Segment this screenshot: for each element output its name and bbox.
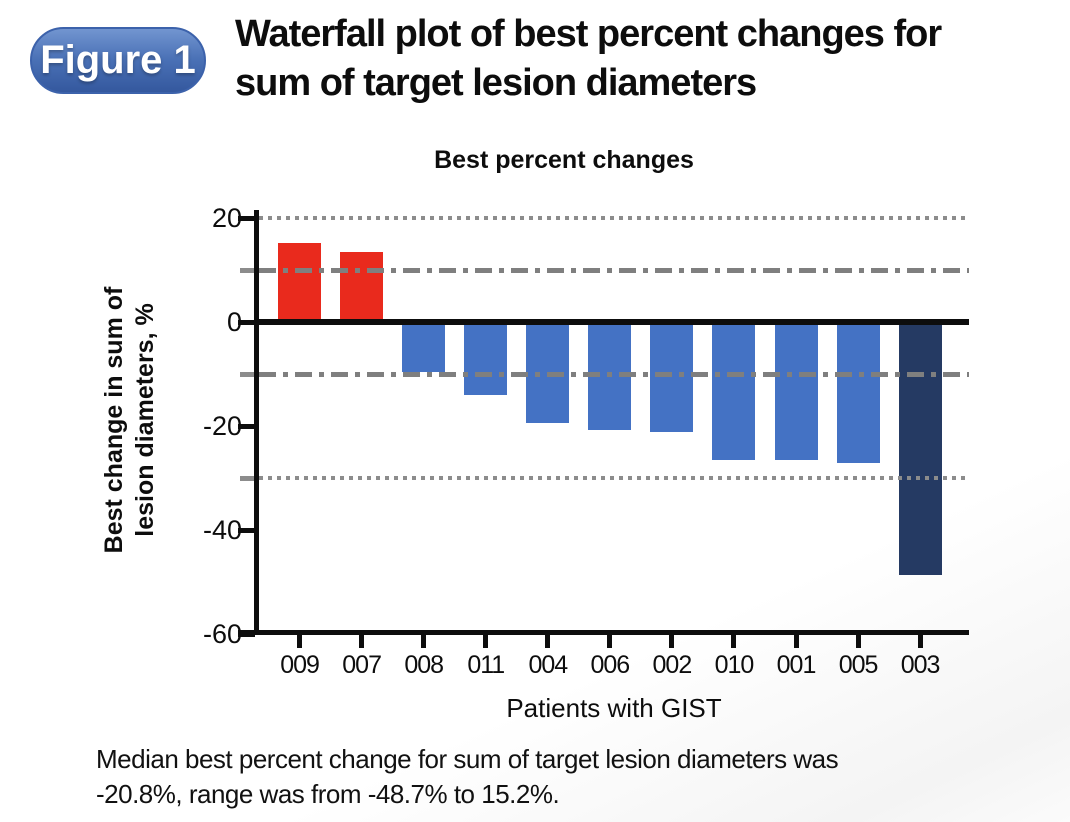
y-axis-line bbox=[254, 210, 259, 635]
x-axis-baseline bbox=[238, 630, 969, 635]
x-axis-title: Patients with GIST bbox=[506, 693, 722, 723]
bar-005 bbox=[836, 322, 880, 464]
x-tick-005 bbox=[855, 635, 861, 648]
x-tick-006 bbox=[607, 635, 613, 648]
bar-008 bbox=[402, 322, 446, 373]
y-tick--60 bbox=[238, 631, 255, 637]
y-tick-label-0: 0 bbox=[226, 307, 242, 337]
x-tick-008 bbox=[421, 635, 427, 648]
x-tick-011 bbox=[483, 635, 489, 648]
y-tick-20 bbox=[238, 215, 255, 221]
x-tick-001 bbox=[793, 635, 799, 648]
figure-badge: Figure 1 bbox=[30, 27, 206, 94]
x-tick-label-008: 008 bbox=[404, 651, 444, 679]
x-tick-label-007: 007 bbox=[342, 651, 382, 679]
ref-line-solid-0 bbox=[259, 319, 969, 325]
y-minor-tick--30 bbox=[240, 475, 254, 481]
x-tick-label-006: 006 bbox=[590, 651, 630, 679]
ref-line-dashdot--10 bbox=[259, 371, 969, 377]
caption-line-2: -20.8%, range was from -48.7% to 15.2%. bbox=[96, 779, 560, 809]
y-tick--40 bbox=[238, 527, 255, 533]
figure-caption: Median best percent change for sum of ta… bbox=[96, 742, 1026, 812]
y-minor-tick--10 bbox=[240, 371, 254, 377]
figure-title: Waterfall plot of best percent changes f… bbox=[235, 10, 1065, 108]
waterfall-plot-area: 009 007 008 011 004 006 002 010 001 005 003 20 0 -20 -… bbox=[203, 203, 969, 679]
x-tick-010 bbox=[731, 635, 737, 648]
bar-011 bbox=[464, 322, 508, 396]
y-tick-label--60: -60 bbox=[202, 619, 242, 649]
y-minor-tick-10 bbox=[240, 267, 254, 273]
y-tick-label-20: 20 bbox=[211, 203, 242, 233]
y-axis-title-line-1: Best change in sum of bbox=[100, 286, 128, 554]
x-tick-009 bbox=[297, 635, 303, 648]
bar-009 bbox=[278, 242, 322, 322]
bar-010 bbox=[712, 322, 756, 460]
figure-title-line-2: sum of target lesion diameters bbox=[235, 62, 757, 104]
x-tick-002 bbox=[669, 635, 675, 648]
x-tick-label-004: 004 bbox=[528, 651, 568, 679]
ref-line-dotted-20 bbox=[259, 216, 969, 220]
chart-title: Best percent changes bbox=[434, 146, 694, 174]
x-tick-003 bbox=[917, 635, 923, 648]
ref-line-dotted--30 bbox=[259, 476, 969, 480]
x-tick-label-011: 011 bbox=[467, 651, 505, 679]
bar-007 bbox=[340, 252, 384, 322]
x-tick-004 bbox=[545, 635, 551, 648]
x-tick-label-010: 010 bbox=[714, 651, 755, 679]
y-tick-label--20: -20 bbox=[202, 411, 242, 441]
x-tick-label-001: 001 bbox=[776, 651, 817, 679]
bar-001 bbox=[774, 322, 818, 460]
figure-badge-label: Figure 1 bbox=[40, 38, 196, 82]
y-tick--20 bbox=[238, 423, 255, 429]
ref-line-dashdot-10 bbox=[259, 267, 969, 273]
x-tick-label-003: 003 bbox=[900, 651, 941, 679]
x-tick-label-005: 005 bbox=[838, 651, 879, 679]
y-tick-label--40: -40 bbox=[202, 515, 242, 545]
figure-title-line-1: Waterfall plot of best percent changes f… bbox=[235, 13, 942, 55]
bar-003 bbox=[898, 322, 942, 576]
x-tick-label-002: 002 bbox=[652, 651, 693, 679]
x-tick-label-009: 009 bbox=[280, 651, 320, 679]
caption-line-1: Median best percent change for sum of ta… bbox=[96, 744, 839, 774]
bar-002 bbox=[650, 322, 694, 433]
x-tick-007 bbox=[359, 635, 365, 648]
y-tick-0 bbox=[238, 319, 255, 325]
